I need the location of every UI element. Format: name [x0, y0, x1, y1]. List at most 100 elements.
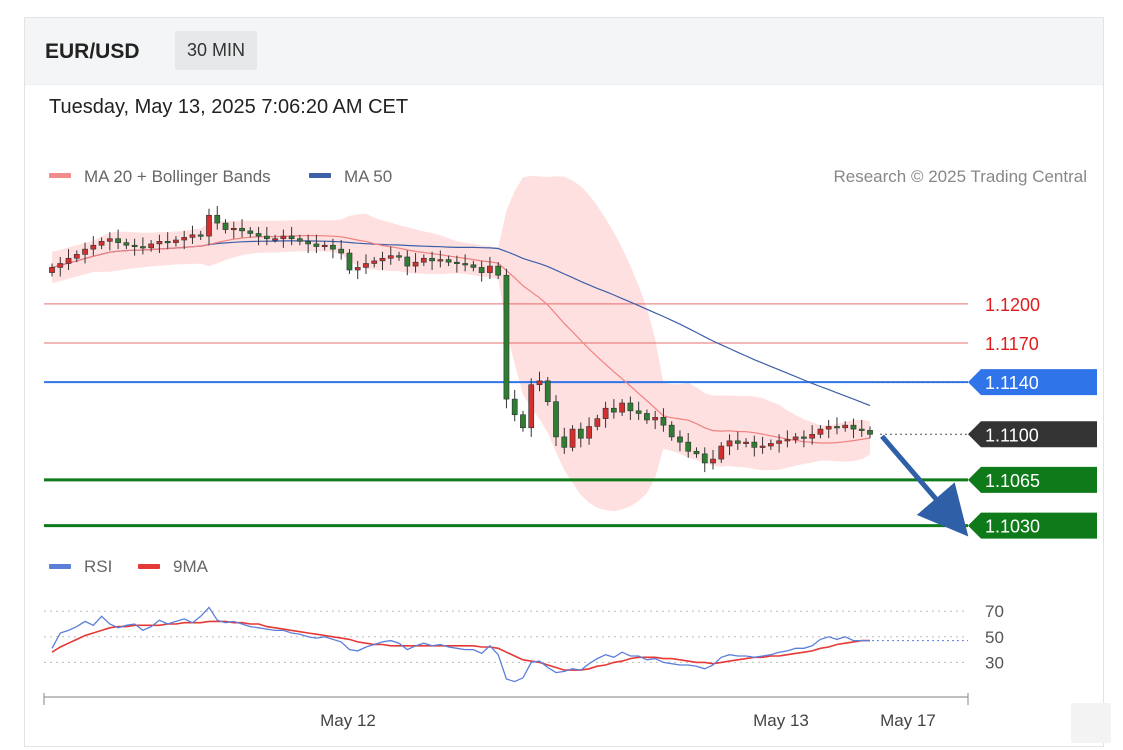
candle-body	[156, 241, 163, 245]
legend-ma20-swatch	[49, 173, 71, 178]
candle-body	[214, 214, 221, 224]
candle-body	[734, 440, 741, 444]
candle-body	[602, 407, 609, 419]
candle-body	[850, 424, 857, 430]
candle-body	[396, 255, 402, 258]
candle-body	[536, 380, 543, 386]
forecast-arrow	[880, 434, 969, 537]
candle-body	[751, 441, 758, 448]
candle-body	[817, 428, 824, 435]
candle-body	[610, 407, 617, 413]
candle-body	[470, 264, 477, 268]
legend-ma50-label: MA 50	[344, 167, 392, 186]
candle-body	[181, 237, 188, 241]
candle-body	[222, 222, 229, 230]
bollinger-band	[52, 175, 870, 512]
candle-body	[420, 257, 427, 263]
candle-body	[387, 255, 394, 259]
candle-body	[379, 257, 386, 262]
candle-body	[619, 402, 625, 413]
candle-body	[511, 398, 518, 416]
candle-body	[677, 436, 683, 443]
candle-body	[330, 244, 336, 250]
candle-body	[263, 235, 270, 240]
ma20-line	[51, 234, 871, 444]
candle-body	[652, 417, 659, 421]
resize-handle[interactable]	[1071, 703, 1111, 743]
candle-body	[577, 428, 584, 439]
candle-body	[140, 246, 146, 249]
candle-body	[363, 263, 369, 268]
candle-body	[73, 254, 80, 259]
rsi-tick-50: 50	[985, 628, 1004, 647]
candle-body	[371, 260, 378, 264]
candle-body	[478, 267, 485, 273]
candle-body	[553, 401, 559, 438]
candle-body	[197, 234, 204, 237]
candle-body	[247, 230, 254, 234]
candle-body	[445, 259, 452, 263]
candle-body	[495, 265, 502, 276]
candle-body	[594, 418, 601, 427]
candle-body	[503, 274, 510, 400]
level-label-1.1100: 1.1100	[985, 425, 1039, 445]
candle-body	[454, 261, 460, 264]
candle-body	[710, 458, 716, 464]
candle-body	[98, 241, 105, 246]
candle-body	[660, 417, 667, 426]
candle-body	[520, 414, 526, 429]
candle-body	[701, 453, 708, 464]
legend-ma50-swatch	[309, 173, 331, 178]
candle-body	[321, 244, 328, 248]
level-tag-1.1100	[968, 421, 1097, 448]
candle-body	[792, 436, 799, 440]
candle-body	[57, 263, 64, 268]
level-label-1.1065: 1.1065	[985, 471, 1040, 491]
candle-body	[784, 439, 791, 442]
candle-body	[825, 426, 832, 430]
candle-body	[759, 445, 766, 448]
legend-9ma-label: 9MA	[173, 557, 209, 576]
candle-body	[297, 238, 303, 242]
candle-body	[164, 241, 171, 244]
candle-body	[148, 243, 155, 249]
candle-body	[288, 235, 295, 240]
research-credit: Research © 2025 Trading Central	[834, 167, 1088, 186]
rsi-tick-70: 70	[985, 602, 1004, 621]
candle-body	[239, 227, 245, 232]
candle-body	[131, 244, 138, 248]
candle-body	[867, 430, 873, 435]
candle-body	[842, 424, 849, 429]
legend-9ma-swatch	[138, 564, 160, 569]
time-axis-label: May 13	[753, 711, 809, 730]
level-label-1.1140: 1.1140	[985, 373, 1039, 393]
candle-body	[49, 267, 55, 273]
candle-body	[801, 436, 807, 439]
candle-body	[272, 238, 278, 241]
level-label-1.1030: 1.1030	[985, 517, 1040, 537]
candle-body	[858, 428, 865, 431]
candle-body	[627, 402, 634, 412]
candle-body	[569, 428, 576, 448]
candle-body	[586, 426, 592, 439]
candle-body	[767, 443, 774, 447]
level-tag-1.1030	[968, 512, 1097, 539]
candle-body	[206, 214, 212, 237]
candle-body	[726, 440, 733, 447]
candle-body	[685, 441, 692, 452]
symbol-title: EUR/USD	[45, 40, 140, 63]
time-axis-label: May 12	[320, 711, 376, 730]
timeframe-badge[interactable]: 30 MIN	[175, 31, 258, 70]
candle-body	[834, 426, 840, 429]
candle-body	[106, 238, 113, 242]
candle-body	[544, 380, 551, 402]
candle-body	[693, 450, 700, 455]
candle-body	[412, 261, 419, 267]
candle-body	[90, 244, 97, 250]
candle-body	[354, 267, 361, 271]
candle-body	[776, 440, 782, 444]
candle-body	[255, 233, 262, 237]
candle-body	[82, 248, 88, 255]
candle-body	[123, 242, 130, 246]
